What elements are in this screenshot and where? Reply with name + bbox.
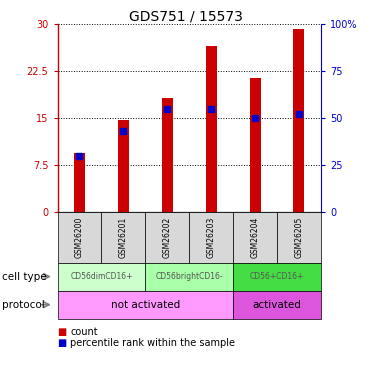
- Text: cell type: cell type: [2, 272, 46, 282]
- Text: GSM26202: GSM26202: [163, 217, 172, 258]
- Text: GSM26204: GSM26204: [250, 216, 260, 258]
- Text: CD56+CD16+: CD56+CD16+: [250, 272, 304, 281]
- Text: ■: ■: [58, 327, 67, 337]
- Bar: [74, 153, 85, 212]
- Text: CD56brightCD16-: CD56brightCD16-: [155, 272, 223, 281]
- Text: activated: activated: [253, 300, 302, 310]
- Bar: [206, 46, 217, 212]
- Text: GDS751 / 15573: GDS751 / 15573: [129, 9, 242, 23]
- Text: GSM26201: GSM26201: [119, 217, 128, 258]
- Text: GSM26200: GSM26200: [75, 216, 84, 258]
- Text: GSM26203: GSM26203: [207, 216, 216, 258]
- Text: CD56dimCD16+: CD56dimCD16+: [70, 272, 133, 281]
- Bar: [250, 78, 260, 212]
- Text: protocol: protocol: [2, 300, 45, 310]
- Bar: [293, 29, 305, 212]
- Text: percentile rank within the sample: percentile rank within the sample: [70, 338, 236, 348]
- Text: count: count: [70, 327, 98, 337]
- Text: ■: ■: [58, 338, 67, 348]
- Text: not activated: not activated: [111, 300, 180, 310]
- Bar: [118, 120, 129, 212]
- Text: GSM26205: GSM26205: [295, 216, 303, 258]
- Bar: [162, 98, 173, 212]
